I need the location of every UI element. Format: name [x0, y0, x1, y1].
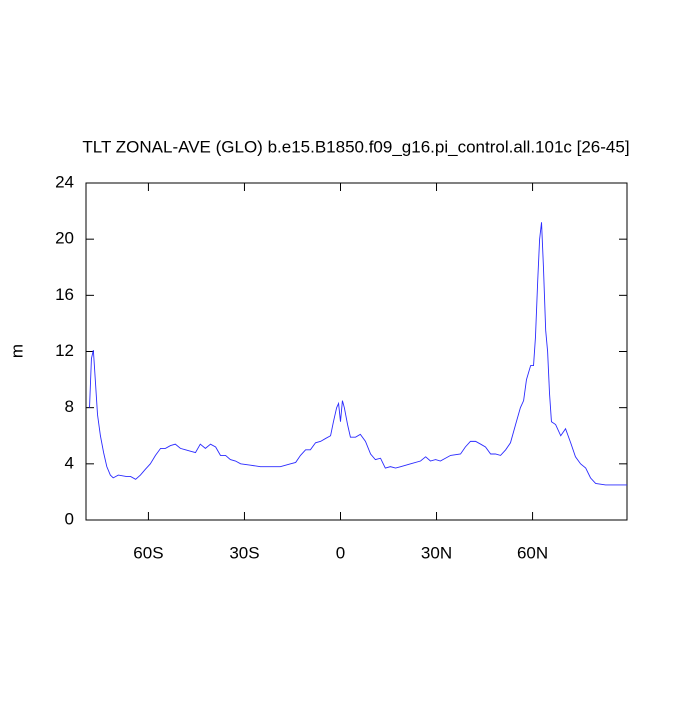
x-tick-label: 30N [421, 543, 452, 562]
x-tick-label: 60N [517, 543, 548, 562]
x-tick-label: 30S [229, 543, 259, 562]
data-line [89, 222, 627, 486]
chart-title: TLT ZONAL-AVE (GLO) b.e15.B1850.f09_g16.… [82, 137, 629, 156]
x-tick-label: 0 [336, 543, 345, 562]
y-tick-label: 24 [55, 172, 74, 191]
y-tick-label: 4 [65, 453, 74, 472]
y-tick-label: 0 [65, 509, 74, 528]
y-axis-label: m [7, 344, 26, 358]
y-tick-label: 20 [55, 229, 74, 248]
y-tick-label: 8 [65, 397, 74, 416]
y-tick-label: 12 [55, 341, 74, 360]
y-tick-label: 16 [55, 285, 74, 304]
x-tick-label: 60S [133, 543, 163, 562]
plot-frame [85, 182, 628, 521]
